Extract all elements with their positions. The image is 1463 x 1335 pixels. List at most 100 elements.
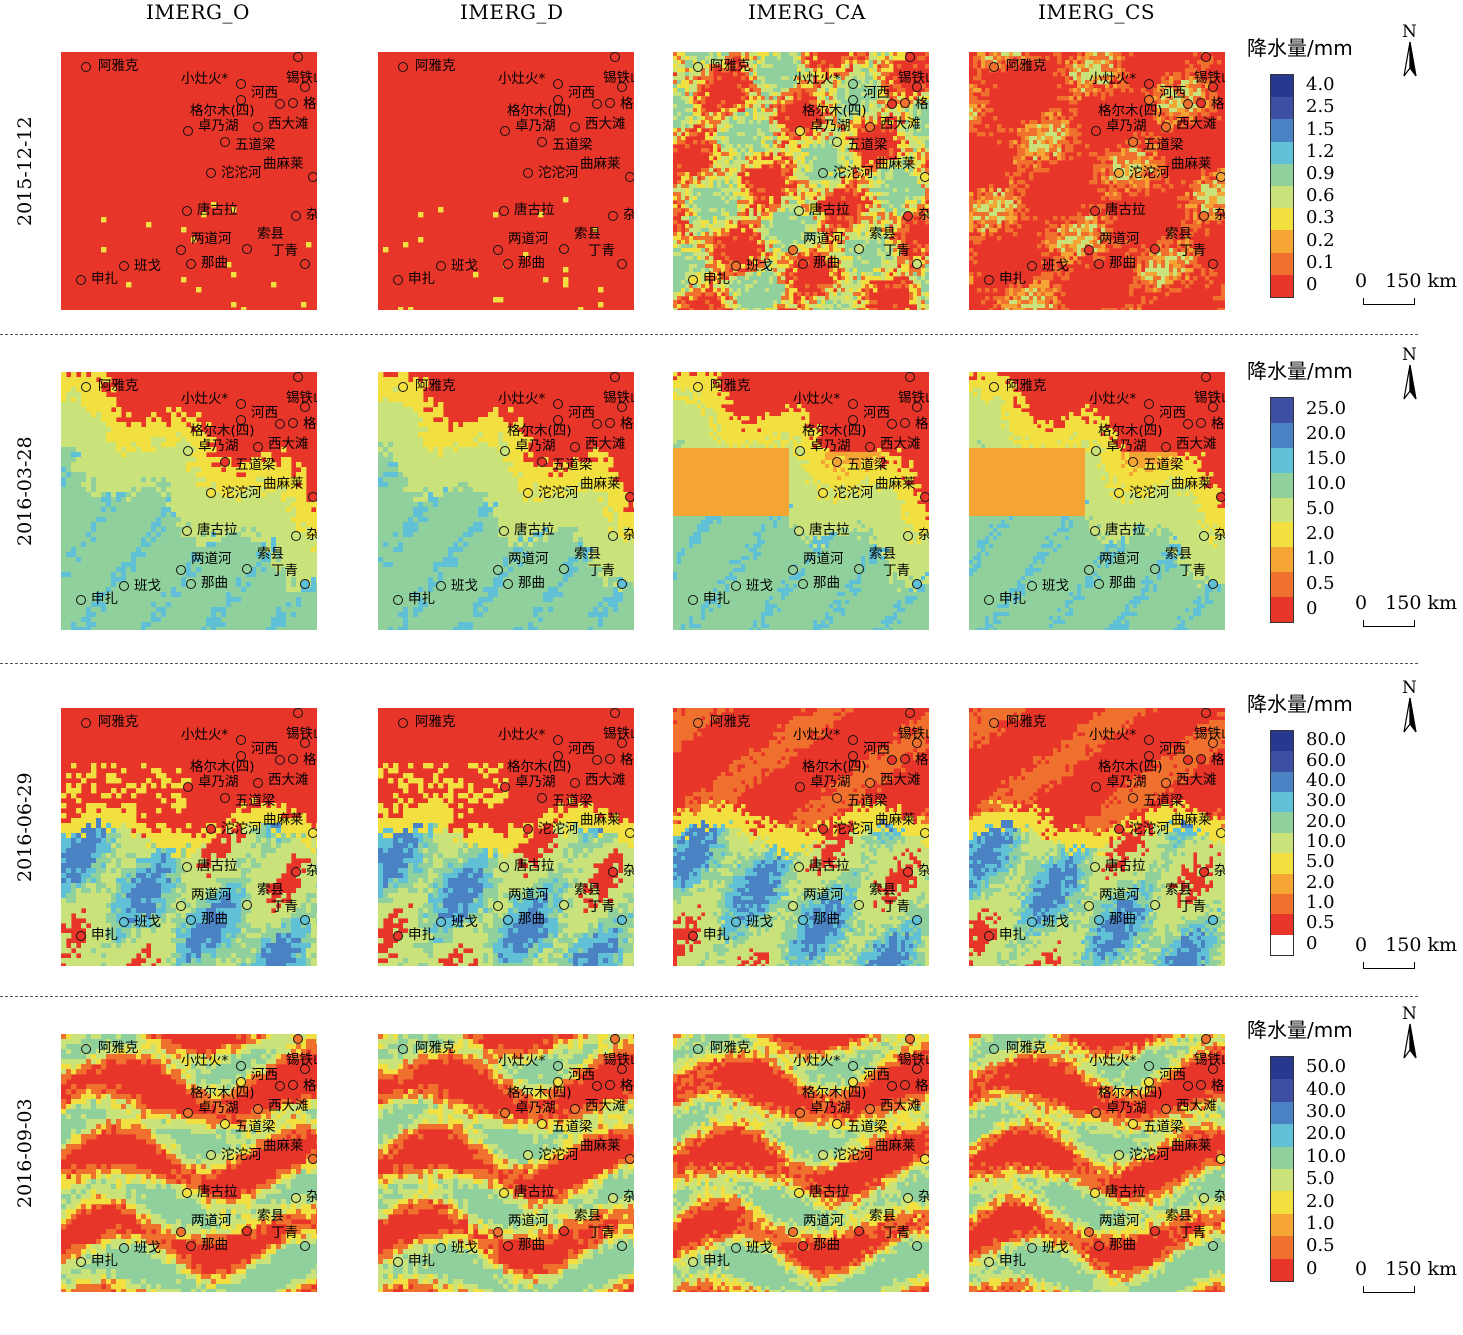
- station-marker: [500, 1108, 510, 1118]
- station-marker: [920, 172, 929, 182]
- station-marker: [795, 782, 805, 792]
- row-date-label: 2016-06-29: [14, 772, 36, 882]
- legend-swatch: [1271, 97, 1293, 120]
- station-marker: [688, 275, 698, 285]
- station-label: 五道梁: [552, 458, 593, 472]
- station-marker: [1128, 1119, 1138, 1129]
- station-marker: [1114, 824, 1124, 834]
- legend-tick-label: 2.0: [1306, 524, 1335, 543]
- station-marker: [1216, 492, 1225, 502]
- station-label: 五道梁: [235, 138, 276, 152]
- station-label: 那曲: [813, 256, 840, 270]
- station-marker: [693, 382, 703, 392]
- station-marker: [1150, 244, 1160, 254]
- scale-bar-label: 0 150 km: [1355, 934, 1457, 956]
- station-marker: [848, 1061, 858, 1071]
- legend-tick-label: 2.0: [1306, 873, 1335, 892]
- station-label: 大柴旦: [244, 1034, 285, 1035]
- station-marker: [1161, 778, 1171, 788]
- station-label: 格尔木(四): [190, 1086, 255, 1100]
- station-marker: [832, 457, 842, 467]
- station-marker: [1208, 82, 1218, 92]
- station-label: 班戈: [451, 259, 478, 273]
- station-marker: [1027, 917, 1037, 927]
- station-marker: [1094, 579, 1104, 589]
- legend-swatch: [1271, 1124, 1293, 1147]
- station-marker: [903, 867, 913, 877]
- column-header-imerg-cs: IMERG_CS: [1038, 0, 1155, 24]
- station-label: 河西: [568, 86, 595, 100]
- station-label: 曲麻莱: [1171, 1139, 1212, 1153]
- station-marker: [493, 1227, 503, 1237]
- station-label: 杂多: [623, 528, 634, 542]
- legend-title: 降水量/mm: [1247, 688, 1353, 717]
- station-marker: [865, 778, 875, 788]
- station-label: 河西: [863, 1068, 890, 1082]
- legend-swatch: [1271, 597, 1293, 622]
- station-label: 唐古拉: [197, 203, 238, 217]
- station-label: 阿雅克: [710, 715, 751, 729]
- station-label: 杂多: [918, 1190, 929, 1204]
- station-marker: [537, 137, 547, 147]
- station-marker: [1150, 564, 1160, 574]
- station-label: 格尔木(四): [1098, 424, 1163, 438]
- station-marker: [553, 1077, 563, 1087]
- scale-bar: 0 150 km: [1355, 270, 1463, 310]
- station-label: 河西: [568, 1068, 595, 1082]
- map-panel-imerg-ca: 大柴旦阿雅克小灶火* 河西锡铁山格尔木(四) 格尔木卓乃湖 西大滩五道梁沱沱河曲麻莱唐…: [673, 372, 929, 630]
- station-label: 格尔木(四): [802, 424, 867, 438]
- station-marker: [1091, 446, 1101, 456]
- station-label: 卓乃湖: [810, 1101, 851, 1115]
- station-label: 杂多: [918, 208, 929, 222]
- legend-swatch: [1271, 547, 1293, 573]
- station-marker: [253, 442, 263, 452]
- station-label: 曲麻莱: [263, 157, 304, 171]
- station-label: 河西: [568, 406, 595, 420]
- station-marker: [523, 488, 533, 498]
- station-label: 河西: [1159, 86, 1186, 100]
- station-label: 卓乃湖: [1106, 775, 1147, 789]
- station-marker: [818, 488, 828, 498]
- legend-tick-label: 0.2: [1306, 231, 1335, 250]
- station-marker: [183, 126, 193, 136]
- station-marker: [731, 261, 741, 271]
- station-label: 丁青: [883, 900, 910, 914]
- station-label: 格尔木(四): [190, 104, 255, 118]
- station-label: 那曲: [201, 1238, 228, 1252]
- legend-tick-label: 0.3: [1306, 209, 1335, 227]
- station-marker: [1161, 442, 1171, 452]
- north-arrow-glyph: [1403, 364, 1417, 400]
- station-label: 锡铁山: [1194, 1053, 1225, 1067]
- north-arrow-icon: N: [1396, 22, 1426, 84]
- station-marker: [788, 565, 798, 575]
- station-label: 格尔木: [620, 753, 634, 767]
- station-label: 杂多: [306, 864, 317, 878]
- map-panel-imerg-o: 大柴旦阿雅克小灶火* 河西锡铁山格尔木(四) 格尔木卓乃湖 西大滩五道梁沱沱河曲麻莱唐…: [61, 372, 317, 630]
- station-marker: [76, 275, 86, 285]
- station-marker: [592, 99, 602, 109]
- station-label: 杂多: [1214, 208, 1225, 222]
- station-marker: [242, 244, 252, 254]
- station-marker: [832, 1119, 842, 1129]
- station-marker: [288, 418, 298, 428]
- station-marker: [848, 399, 858, 409]
- station-marker: [1208, 579, 1218, 589]
- station-label: 申扎: [703, 272, 730, 286]
- station-marker: [236, 735, 246, 745]
- legend-tick-label: 0: [1306, 599, 1317, 618]
- station-marker: [503, 915, 513, 925]
- station-marker: [1128, 457, 1138, 467]
- station-label: 沱沱河: [833, 166, 874, 180]
- station-marker: [553, 751, 563, 761]
- station-label: 阿雅克: [1006, 715, 1047, 729]
- station-marker: [1183, 99, 1193, 109]
- station-marker: [1128, 137, 1138, 147]
- station-label: 卓乃湖: [515, 119, 556, 133]
- legend-tick-label: 20.0: [1306, 812, 1346, 831]
- station-label: 大柴旦: [561, 372, 602, 373]
- station-marker: [275, 419, 285, 429]
- station-marker: [393, 275, 403, 285]
- station-marker: [617, 402, 627, 412]
- north-label: N: [1402, 678, 1417, 698]
- station-marker: [1027, 1243, 1037, 1253]
